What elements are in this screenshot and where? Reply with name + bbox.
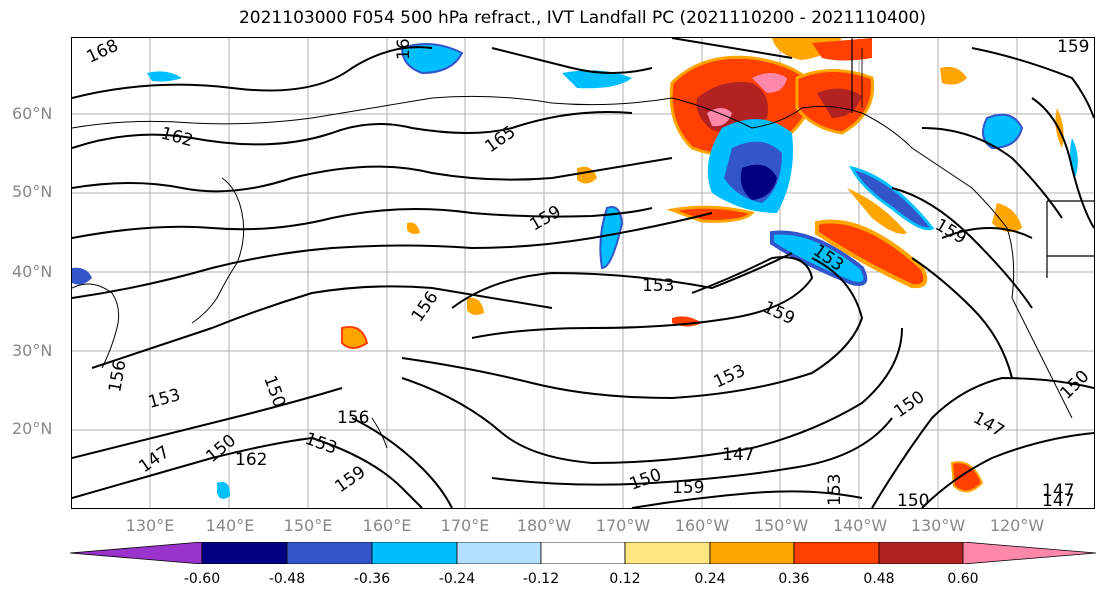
colorbar-tick: -0.60 — [183, 571, 221, 587]
contour-label: 156 — [408, 288, 443, 326]
colorbar-tick: 0.60 — [947, 571, 979, 587]
colorbar-segment — [286, 542, 373, 564]
lon-label-130w: 130°W — [910, 516, 966, 535]
colorbar-segment — [70, 542, 203, 564]
contour-label: 159 — [331, 462, 369, 497]
contour-label: 159 — [760, 297, 798, 329]
contour-label: 153 — [711, 361, 749, 393]
lon-label-150w: 150°W — [753, 516, 809, 535]
contour-label: 150 — [890, 387, 928, 422]
borders — [851, 38, 1094, 278]
contour-label: 150 — [259, 373, 289, 410]
contour-label: 147 — [970, 408, 1008, 442]
contour-label: 147 — [722, 445, 754, 465]
colorbar-segment — [962, 542, 1096, 564]
lon-label-150e: 150°E — [283, 516, 333, 535]
lon-label-130e: 130°E — [125, 516, 175, 535]
colorbar — [70, 542, 1096, 564]
lon-label-160w: 160°W — [674, 516, 730, 535]
contour-label: 150 — [897, 491, 929, 508]
height-contours — [72, 38, 1094, 508]
colorbar-segment — [624, 542, 711, 564]
contour-label: 150 — [627, 465, 664, 495]
lat-label-20n: 20°N — [12, 419, 53, 438]
contour-label: 147 — [1042, 491, 1074, 508]
contour-label: 159 — [1057, 38, 1089, 57]
contour-label: 159 — [527, 202, 565, 236]
colorbar-tick: 0.48 — [863, 571, 895, 587]
colorbar-tick: 0.24 — [694, 571, 726, 587]
colorbar-tick: -0.12 — [522, 571, 560, 587]
colorbar-segment — [793, 542, 880, 564]
lat-label-40n: 40°N — [12, 262, 53, 281]
colorbar-tick: -0.48 — [268, 571, 306, 587]
contour-label: 159 — [932, 215, 970, 249]
contour-label: 162 — [235, 450, 267, 470]
contour-label: 156 — [337, 408, 369, 428]
lat-label-30n: 30°N — [12, 341, 53, 360]
lon-label-170w: 170°W — [595, 516, 651, 535]
graticule — [72, 38, 1094, 508]
colorbar-tick: -0.24 — [438, 571, 476, 587]
contour-label: 153 — [825, 474, 845, 506]
lon-label-140e: 140°E — [205, 516, 255, 535]
colorbar-segment — [709, 542, 795, 564]
contour-label: 168 — [84, 38, 122, 68]
map-canvas: 168 162 165 159 159 153 156 159 153 156 … — [72, 38, 1094, 508]
lon-label-180w: 180°W — [516, 516, 572, 535]
lat-label-50n: 50°N — [12, 182, 53, 201]
colorbar-tick: -0.36 — [353, 571, 391, 587]
lon-label-140w: 140°W — [832, 516, 888, 535]
lat-label-60n: 60°N — [12, 104, 53, 123]
colorbar-segment — [456, 542, 542, 564]
lon-label-160e: 160°E — [362, 516, 412, 535]
map-title: 2021103000 F054 500 hPa refract., IVT La… — [238, 8, 926, 28]
map-panel: 168 162 165 159 159 153 156 159 153 156 … — [71, 37, 1095, 509]
lon-label-120w: 120°W — [989, 516, 1045, 535]
contour-label: 168 — [394, 38, 414, 60]
colorbar-segment — [371, 542, 458, 564]
coastlines — [72, 48, 1073, 449]
lon-label-170e: 170°E — [440, 516, 490, 535]
contour-label: 147 — [135, 442, 173, 477]
contour-label: 147 — [1042, 481, 1074, 501]
contour-label: 153 — [642, 276, 674, 296]
contour-label: 162 — [159, 124, 196, 152]
contour-label: 153 — [146, 385, 183, 413]
colorbar-tick: 0.36 — [778, 571, 810, 587]
contour-label: 159 — [672, 478, 704, 498]
contour-label: 156 — [105, 358, 130, 393]
ivt-shading — [72, 38, 1078, 499]
colorbar-segment — [540, 542, 626, 564]
colorbar-segment — [878, 542, 964, 564]
colorbar-segment — [201, 542, 288, 564]
colorbar-tick: 0.12 — [609, 571, 641, 587]
